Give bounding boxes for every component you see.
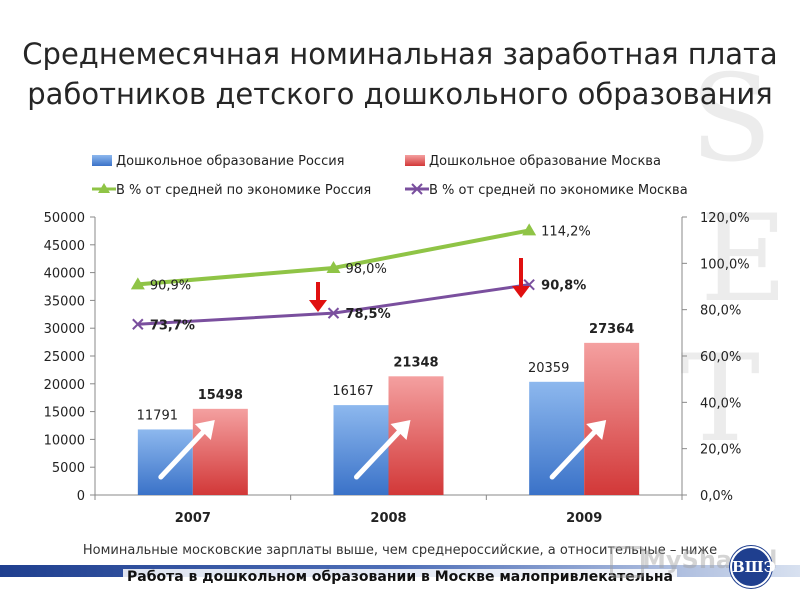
line-moscow [137, 283, 530, 326]
up-arrow-shaft [158, 423, 212, 480]
trend-arrows [158, 258, 607, 480]
left-tick-label: 25000 [44, 350, 85, 365]
bar-moscow [584, 342, 640, 495]
bar-data-label: 27364 [589, 322, 634, 337]
up-arrow-shaft [549, 423, 603, 480]
legend-label: В % от средней по экономике Россия [116, 183, 371, 198]
watermark-icon [610, 546, 644, 578]
up-arrow-head [390, 420, 411, 440]
chart-legend: Дошкольное образование Россия Дошкольное … [92, 154, 688, 198]
bar-data-label: 21348 [393, 355, 438, 370]
line-series [130, 223, 537, 330]
line-data-label: 73,7% [150, 318, 195, 333]
legend-swatch [92, 155, 112, 166]
hse-logo: ВШЭ [730, 546, 776, 588]
left-tick-label: 5000 [52, 461, 85, 476]
line-data-label: 78,5% [346, 307, 391, 322]
legend-marker [411, 183, 423, 195]
right-tick-label: 40,0% [700, 396, 741, 411]
line-point-russia [326, 260, 341, 273]
bar-data-label: 15498 [198, 388, 243, 403]
footer-note: Номинальные московские зарплаты выше, че… [0, 543, 800, 558]
up-arrow-head [586, 420, 607, 440]
bar-data-label: 20359 [528, 361, 569, 376]
up-arrow-shaft [354, 423, 407, 480]
up-arrow-head [194, 420, 215, 440]
right-tick-label: 60,0% [700, 350, 741, 365]
left-tick-label: 50000 [44, 211, 85, 226]
right-tick-label: 20,0% [700, 443, 741, 458]
right-tick-label: 0,0% [700, 489, 733, 504]
left-tick-label: 15000 [44, 406, 85, 421]
legend-label: Дошкольное образование Россия [116, 154, 344, 169]
x-tick-label: 2007 [175, 511, 211, 526]
bar-data-label: 11791 [137, 408, 178, 423]
title-line-1: Среднемесячная номинальная заработная пл… [22, 37, 778, 71]
left-tick-label: 0 [77, 489, 85, 504]
right-tick-label: 100,0% [700, 257, 750, 272]
legend-label: В % от средней по экономике Москва [429, 183, 688, 198]
point-x-stroke [132, 318, 144, 330]
conclusion-text: Работа в дошкольном образовании в Москве… [123, 569, 677, 585]
line-point-russia [130, 277, 145, 290]
slide-title: Среднемесячная номинальная заработная пл… [0, 34, 800, 114]
line-point-russia [522, 223, 537, 236]
bar-russia [529, 381, 585, 495]
bar-data-label: 16167 [332, 384, 373, 399]
point-x-stroke [327, 307, 340, 319]
line-russia [137, 228, 530, 287]
line-data-label: 98,0% [346, 262, 387, 277]
left-tick-label: 45000 [44, 239, 85, 254]
down-arrow-head [309, 300, 327, 312]
footer-conclusion: Работа в дошкольном образовании в Москве… [0, 569, 800, 585]
x-tick-label: 2009 [566, 511, 602, 526]
background-decoration: S E T [680, 50, 788, 469]
data-labels: 11791 16167 20359 15498 21348 27364 90,9% 98,0%… [137, 224, 635, 423]
left-tick-label: 10000 [44, 433, 85, 448]
x-tick-label: 2008 [370, 511, 406, 526]
legend-swatch [405, 155, 425, 166]
line-point-moscow [132, 318, 144, 330]
left-tick-label: 20000 [44, 378, 85, 393]
left-tick-label: 35000 [44, 294, 85, 309]
left-tick-label: 40000 [44, 267, 85, 282]
legend-marker [98, 183, 110, 193]
left-tick-label: 30000 [44, 322, 85, 337]
line-data-label: 90,8% [541, 279, 586, 294]
bar-russia [137, 429, 193, 495]
right-tick-label: 120,0% [700, 211, 750, 226]
title-line-2: работников детского дошкольного образова… [27, 77, 773, 111]
line-point-moscow [327, 307, 340, 319]
down-arrow-head [512, 286, 530, 298]
right-tick-label: 80,0% [700, 304, 741, 319]
bar-moscow [192, 408, 248, 495]
line-data-label: 114,2% [541, 224, 591, 239]
footer-note-text: Номинальные московские зарплаты выше, че… [80, 543, 720, 558]
line-data-label: 90,9% [150, 278, 191, 293]
legend-label: Дошкольное образование Москва [429, 154, 661, 169]
